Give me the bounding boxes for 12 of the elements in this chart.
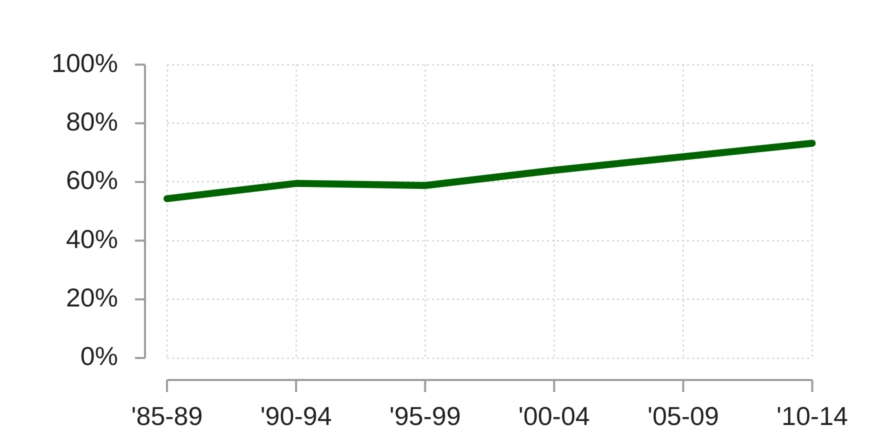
x-tick-label: '10-14 — [776, 400, 848, 431]
x-tick-label: '00-04 — [518, 400, 590, 431]
x-tick-label: '95-99 — [389, 400, 461, 431]
y-tick-label: 100% — [52, 48, 118, 78]
y-tick-label: 20% — [66, 282, 118, 312]
y-tick-label: 80% — [66, 106, 118, 136]
y-tick-label: 40% — [66, 224, 118, 254]
x-tick-label: '85-89 — [131, 400, 203, 431]
x-tick-label: '90-94 — [260, 400, 332, 431]
y-tick-label: 60% — [66, 165, 118, 196]
x-tick-label: '05-09 — [647, 400, 719, 431]
y-tick-label: 0% — [80, 341, 118, 372]
